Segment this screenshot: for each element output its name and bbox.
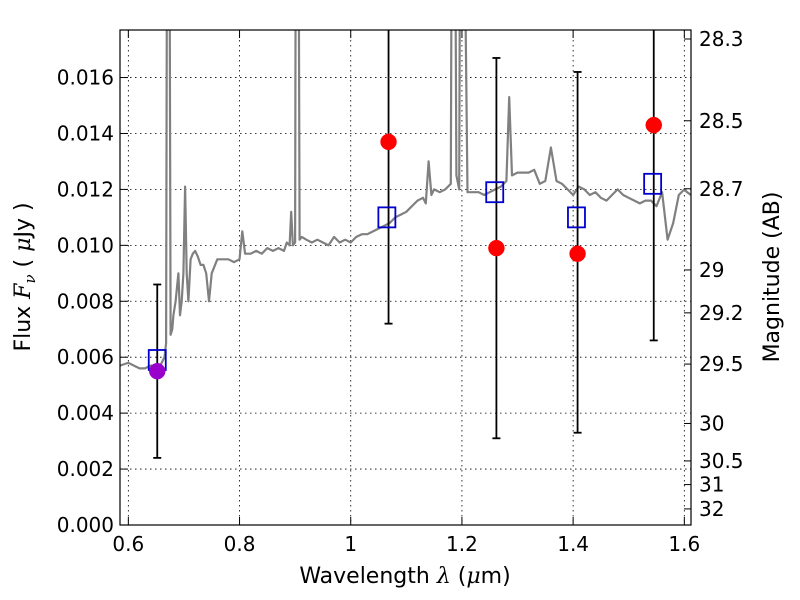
y2-tick-label: 29 <box>699 258 724 282</box>
x-tick-label: 1.6 <box>668 532 700 556</box>
x-tick-label: 0.6 <box>112 532 144 556</box>
observed-point <box>645 116 662 134</box>
x-tick-label: 0.8 <box>224 532 256 556</box>
model-point <box>643 172 663 195</box>
y-tick-label: 0.004 <box>57 401 114 425</box>
y-tick-label: 0.000 <box>57 513 114 537</box>
plot-frame <box>119 29 692 526</box>
y2-tick-label: 29.2 <box>699 301 744 325</box>
model-point <box>485 181 505 204</box>
y2-tick-label: 28.3 <box>699 27 744 51</box>
y2-tick-label: 28.5 <box>699 109 744 133</box>
data-layer <box>120 30 691 459</box>
y-tick-label: 0.002 <box>57 457 114 481</box>
y-tick-label: 0.008 <box>57 289 114 313</box>
y2-tick-label: 30 <box>699 411 724 435</box>
model-point <box>377 206 397 229</box>
model-point <box>567 206 586 229</box>
y-tick-label: 0.016 <box>57 66 114 90</box>
y2-axis-label: Magnitude (AB) <box>760 192 785 363</box>
y-axis-label: Flux Fν ( μJy ) <box>11 202 39 351</box>
y-tick-label: 0.014 <box>57 121 114 145</box>
observed-point <box>149 362 166 380</box>
y2-tick-label: 31 <box>699 473 724 497</box>
x-tick-label: 1 <box>344 532 357 556</box>
y-tick-label: 0.010 <box>57 233 114 257</box>
x-axis-label: Wavelength λ (μm) <box>299 564 510 589</box>
y2-tick-label: 28.7 <box>699 177 744 201</box>
y2-tick-label: 32 <box>699 497 724 521</box>
observed-point <box>569 245 586 262</box>
y2-tick-label: 30.5 <box>699 449 744 473</box>
x-tick-label: 1.4 <box>557 532 589 556</box>
y-tick-label: 0.006 <box>57 345 114 369</box>
observed-point <box>380 133 397 151</box>
axes: 0.6 0.8 1 1.2 1.4 1.6 0.000 0.002 0.004 0.006 0.00… <box>57 27 744 556</box>
x-tick-label: 1.2 <box>446 532 478 556</box>
observed-point <box>488 239 505 257</box>
y-tick-label: 0.012 <box>57 177 114 201</box>
plot-background <box>120 30 691 525</box>
y2-tick-label: 29.5 <box>699 352 744 376</box>
